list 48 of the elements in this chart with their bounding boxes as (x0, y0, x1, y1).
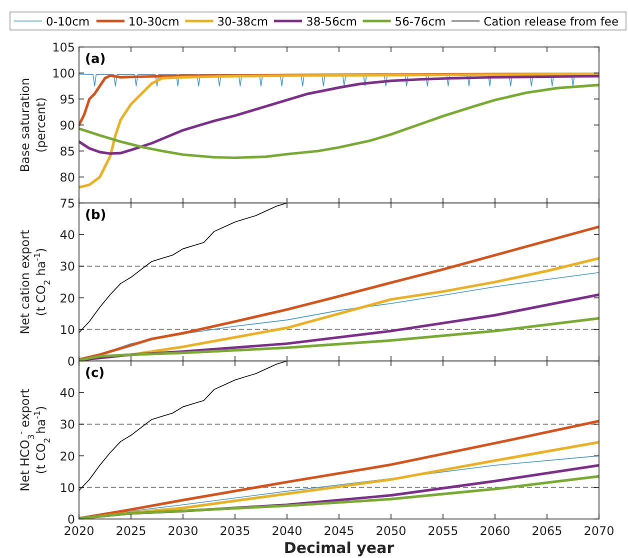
x-tick-label: 2070 (584, 524, 614, 538)
y-tick-label: 30 (60, 260, 75, 274)
line-series (79, 74, 599, 155)
y-tick-label: 40 (60, 386, 75, 400)
x-tick-label: 2045 (324, 524, 354, 538)
y-tick-label: 0 (67, 354, 75, 368)
x-tick-label: 2055 (428, 524, 458, 538)
x-tick-label: 2030 (168, 524, 198, 538)
legend-label: 56-76cm (394, 14, 446, 28)
y-tick-label: 95 (60, 92, 75, 106)
line-series (79, 225, 599, 361)
y-tick-label: 105 (52, 40, 75, 54)
y-tick-label: 10 (60, 322, 75, 337)
y-tick-label: 20 (60, 449, 75, 464)
y-tick-label: 90 (60, 118, 75, 132)
x-tick-label: 2025 (116, 524, 146, 538)
y-tick-label: 30 (60, 418, 75, 432)
y-tick-label: 75 (60, 196, 75, 210)
x-tick-label: 2050 (376, 524, 406, 538)
legend-label: Cation release from fee (484, 14, 619, 28)
line-series (79, 72, 599, 189)
x-axis-title: Decimal year (284, 539, 395, 557)
y-tick-label: 40 (60, 228, 75, 242)
line-series (79, 84, 599, 160)
x-tick-label: 2060 (480, 524, 510, 538)
x-tick-label: 2065 (532, 524, 562, 538)
line-series (79, 203, 288, 333)
y-tick-label: 20 (60, 291, 75, 306)
line-series (79, 317, 599, 361)
legend-label: 30-38cm (217, 14, 268, 28)
y-axis-title: Base saturation (percent) (18, 78, 48, 172)
y-tick-label: 100 (52, 66, 75, 80)
y-tick-label: 0 (67, 512, 75, 526)
legend-label: 10-30cm (128, 14, 180, 28)
line-series (79, 475, 599, 519)
y-tick-label: 80 (60, 170, 75, 184)
x-tick-label: 2040 (272, 524, 302, 538)
chart-title: (a) (85, 52, 106, 67)
line-series (79, 361, 288, 491)
chart-title: (c) (85, 366, 105, 381)
y-tick-label: 10 (60, 480, 75, 495)
x-tick-label: 2035 (220, 524, 250, 538)
x-tick-label: 2020 (64, 524, 94, 538)
y-tick-label: 85 (60, 144, 75, 158)
legend-label: 38-56cm (306, 14, 357, 28)
legend-label: 0-10cm (46, 14, 90, 28)
line-series (79, 420, 599, 519)
chart-title: (b) (85, 208, 106, 223)
